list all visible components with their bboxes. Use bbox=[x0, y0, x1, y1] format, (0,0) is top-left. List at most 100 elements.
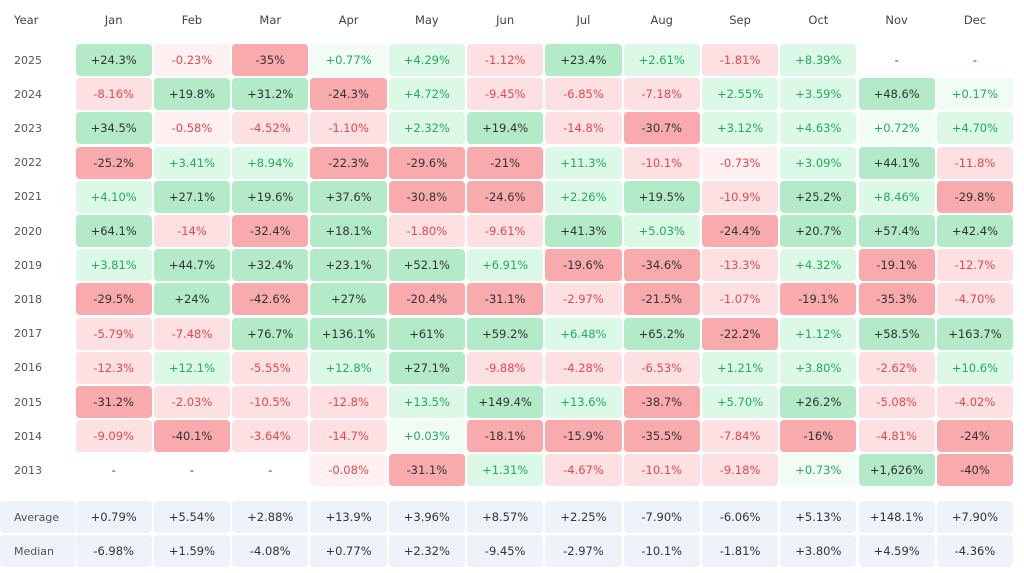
return-cell: +3.59% bbox=[780, 78, 857, 111]
return-cell: +48.6% bbox=[858, 78, 935, 111]
return-cell: -21.5% bbox=[623, 283, 700, 316]
return-cell: +6.48% bbox=[545, 317, 622, 350]
return-cell: -22.3% bbox=[310, 146, 387, 179]
return-cell: +19.6% bbox=[232, 180, 309, 213]
return-cell: -9.88% bbox=[467, 351, 544, 384]
return-cell: +44.1% bbox=[858, 146, 935, 179]
return-cell: -1.12% bbox=[467, 44, 544, 76]
summary-cell: -6.06% bbox=[701, 501, 779, 533]
return-cell: -40.1% bbox=[153, 420, 231, 453]
return-cell: -29.6% bbox=[388, 146, 465, 179]
month-header: May bbox=[414, 13, 439, 27]
return-cell: +4.70% bbox=[936, 112, 1014, 145]
return-cell: +149.4% bbox=[467, 386, 544, 418]
return-cell: +59.2% bbox=[467, 317, 544, 350]
return-cell: +4.63% bbox=[780, 112, 857, 145]
return-cell: -35.5% bbox=[623, 420, 700, 453]
summary-cell: +3.80% bbox=[780, 535, 857, 568]
summary-cell: -4.36% bbox=[936, 535, 1014, 568]
return-cell: -12.3% bbox=[75, 351, 152, 384]
return-cell: -0.58% bbox=[153, 112, 231, 145]
summary-cell: +7.90% bbox=[936, 501, 1014, 533]
return-cell: -6.85% bbox=[545, 78, 622, 111]
return-cell: +3.12% bbox=[701, 112, 779, 145]
return-cell: -9.61% bbox=[467, 215, 544, 247]
return-cell: -15.9% bbox=[545, 420, 622, 453]
year-label: 2018 bbox=[14, 292, 42, 306]
month-header: Jun bbox=[496, 13, 515, 27]
return-cell: -11.8% bbox=[936, 146, 1014, 179]
year-label: 2015 bbox=[14, 395, 42, 409]
summary-cell: +13.9% bbox=[310, 501, 387, 533]
month-header: Apr bbox=[338, 13, 359, 27]
return-cell: +2.55% bbox=[701, 78, 779, 111]
return-cell: +57.4% bbox=[858, 215, 935, 247]
return-cell: +1.31% bbox=[467, 454, 544, 487]
return-cell: - bbox=[268, 463, 273, 478]
return-cell: -8.16% bbox=[75, 78, 152, 111]
year-label: 2022 bbox=[14, 156, 42, 170]
return-cell: +1.21% bbox=[701, 351, 779, 384]
return-cell: -25.2% bbox=[75, 146, 152, 179]
return-cell: -4.67% bbox=[545, 454, 622, 487]
return-cell: +52.1% bbox=[388, 249, 465, 282]
return-cell: +4.29% bbox=[388, 44, 465, 76]
return-cell: +1.12% bbox=[780, 317, 857, 350]
return-cell: -13.3% bbox=[701, 249, 779, 282]
return-cell: +64.1% bbox=[75, 215, 152, 247]
year-label: 2014 bbox=[14, 429, 42, 443]
return-cell: +2.26% bbox=[545, 180, 622, 213]
summary-cell: +1.59% bbox=[153, 535, 231, 568]
return-cell: -9.45% bbox=[467, 78, 544, 111]
header-year: Year bbox=[14, 13, 39, 27]
return-cell: -24.6% bbox=[467, 180, 544, 213]
return-cell: -14% bbox=[153, 215, 231, 247]
return-cell: +20.7% bbox=[780, 215, 857, 247]
return-cell: +0.03% bbox=[388, 420, 465, 453]
return-cell: +0.77% bbox=[310, 44, 387, 76]
return-cell: +34.5% bbox=[75, 112, 152, 145]
return-cell: +5.70% bbox=[701, 386, 779, 418]
return-cell: +18.1% bbox=[310, 215, 387, 247]
summary-cell: -10.1% bbox=[623, 535, 700, 568]
return-cell: +3.09% bbox=[780, 146, 857, 179]
return-cell: +23.4% bbox=[545, 44, 622, 76]
summary-label: Average bbox=[0, 501, 75, 533]
return-cell: +12.8% bbox=[310, 351, 387, 384]
month-header: Feb bbox=[181, 13, 203, 27]
return-cell: -10.5% bbox=[232, 386, 309, 418]
year-label: 2025 bbox=[14, 53, 42, 67]
return-cell: -2.62% bbox=[858, 351, 935, 384]
summary-cell: +2.32% bbox=[388, 535, 465, 568]
return-cell: +24% bbox=[153, 283, 231, 316]
return-cell: +25.2% bbox=[780, 180, 857, 213]
summary-cell: +148.1% bbox=[858, 501, 935, 533]
return-cell: +2.61% bbox=[623, 44, 700, 76]
return-cell: +0.17% bbox=[936, 78, 1014, 111]
return-cell: +37.6% bbox=[310, 180, 387, 213]
return-cell: +5.03% bbox=[623, 215, 700, 247]
return-cell: -19.1% bbox=[780, 283, 857, 316]
month-header: Nov bbox=[885, 13, 908, 27]
return-cell: -3.64% bbox=[232, 420, 309, 453]
return-cell: -10.1% bbox=[623, 146, 700, 179]
return-cell: +3.41% bbox=[153, 146, 231, 179]
return-cell: +76.7% bbox=[232, 317, 309, 350]
return-cell: +2.32% bbox=[388, 112, 465, 145]
return-cell: -22.2% bbox=[701, 317, 779, 350]
return-cell: -2.97% bbox=[545, 283, 622, 316]
return-cell: -1.10% bbox=[310, 112, 387, 145]
return-cell: +31.2% bbox=[232, 78, 309, 111]
return-cell: +163.7% bbox=[936, 317, 1014, 350]
return-cell: +19.4% bbox=[467, 112, 544, 145]
return-cell: -4.70% bbox=[936, 283, 1014, 316]
summary-cell: +0.77% bbox=[310, 535, 387, 568]
summary-cell: +0.79% bbox=[75, 501, 152, 533]
return-cell: +27.1% bbox=[153, 180, 231, 213]
return-cell: -35.3% bbox=[858, 283, 935, 316]
return-cell: +24.3% bbox=[75, 44, 152, 76]
return-cell: -31.1% bbox=[388, 454, 465, 487]
return-cell: +13.6% bbox=[545, 386, 622, 418]
return-cell: -24% bbox=[936, 420, 1014, 453]
return-cell: -7.48% bbox=[153, 317, 231, 350]
